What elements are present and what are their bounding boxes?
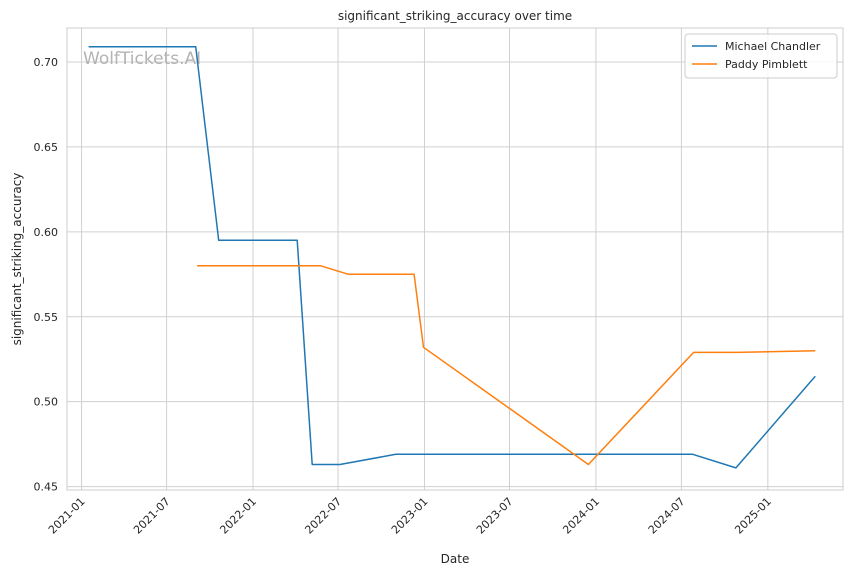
y-tick-label: 0.55 <box>34 311 59 324</box>
series-line-1 <box>88 45 816 469</box>
legend-label: Paddy Pimblett <box>725 58 808 71</box>
y-tick-label: 0.45 <box>34 481 59 494</box>
watermark-text: WolfTickets.AI <box>83 49 201 69</box>
legend-label: Michael Chandler <box>725 40 821 53</box>
x-tick-label: 2025-01 <box>732 495 774 537</box>
series-line-2 <box>197 265 816 466</box>
y-axis-title: significant_striking_accuracy <box>10 173 24 346</box>
y-tick-label: 0.60 <box>34 226 59 239</box>
chart-title: significant_striking_accuracy over time <box>338 9 572 23</box>
x-axis-title: Date <box>441 552 470 566</box>
grid-lines <box>67 28 843 490</box>
x-tick-label: 2023-01 <box>389 495 431 537</box>
y-tick-label: 0.70 <box>34 56 59 69</box>
x-tick-label: 2021-07 <box>131 495 173 537</box>
legend: Michael Chandler Paddy Pimblett <box>684 33 838 79</box>
y-axis-ticks: 0.45 0.50 0.55 0.60 0.65 0.70 <box>34 56 59 494</box>
y-tick-label: 0.65 <box>34 141 59 154</box>
x-tick-label: 2024-01 <box>560 495 602 537</box>
x-tick-label: 2023-07 <box>474 495 516 537</box>
y-tick-label: 0.50 <box>34 396 59 409</box>
plot-area-frame <box>66 27 844 491</box>
x-axis-ticks: 2021-01 2021-07 2022-01 2022-07 2023-01 2023-… <box>46 495 774 537</box>
series-layer <box>88 45 816 469</box>
x-tick-label: 2021-01 <box>46 495 88 537</box>
x-tick-label: 2022-01 <box>217 495 259 537</box>
legend-box <box>684 33 838 79</box>
x-tick-label: 2024-07 <box>646 495 688 537</box>
x-tick-label: 2022-07 <box>302 495 344 537</box>
